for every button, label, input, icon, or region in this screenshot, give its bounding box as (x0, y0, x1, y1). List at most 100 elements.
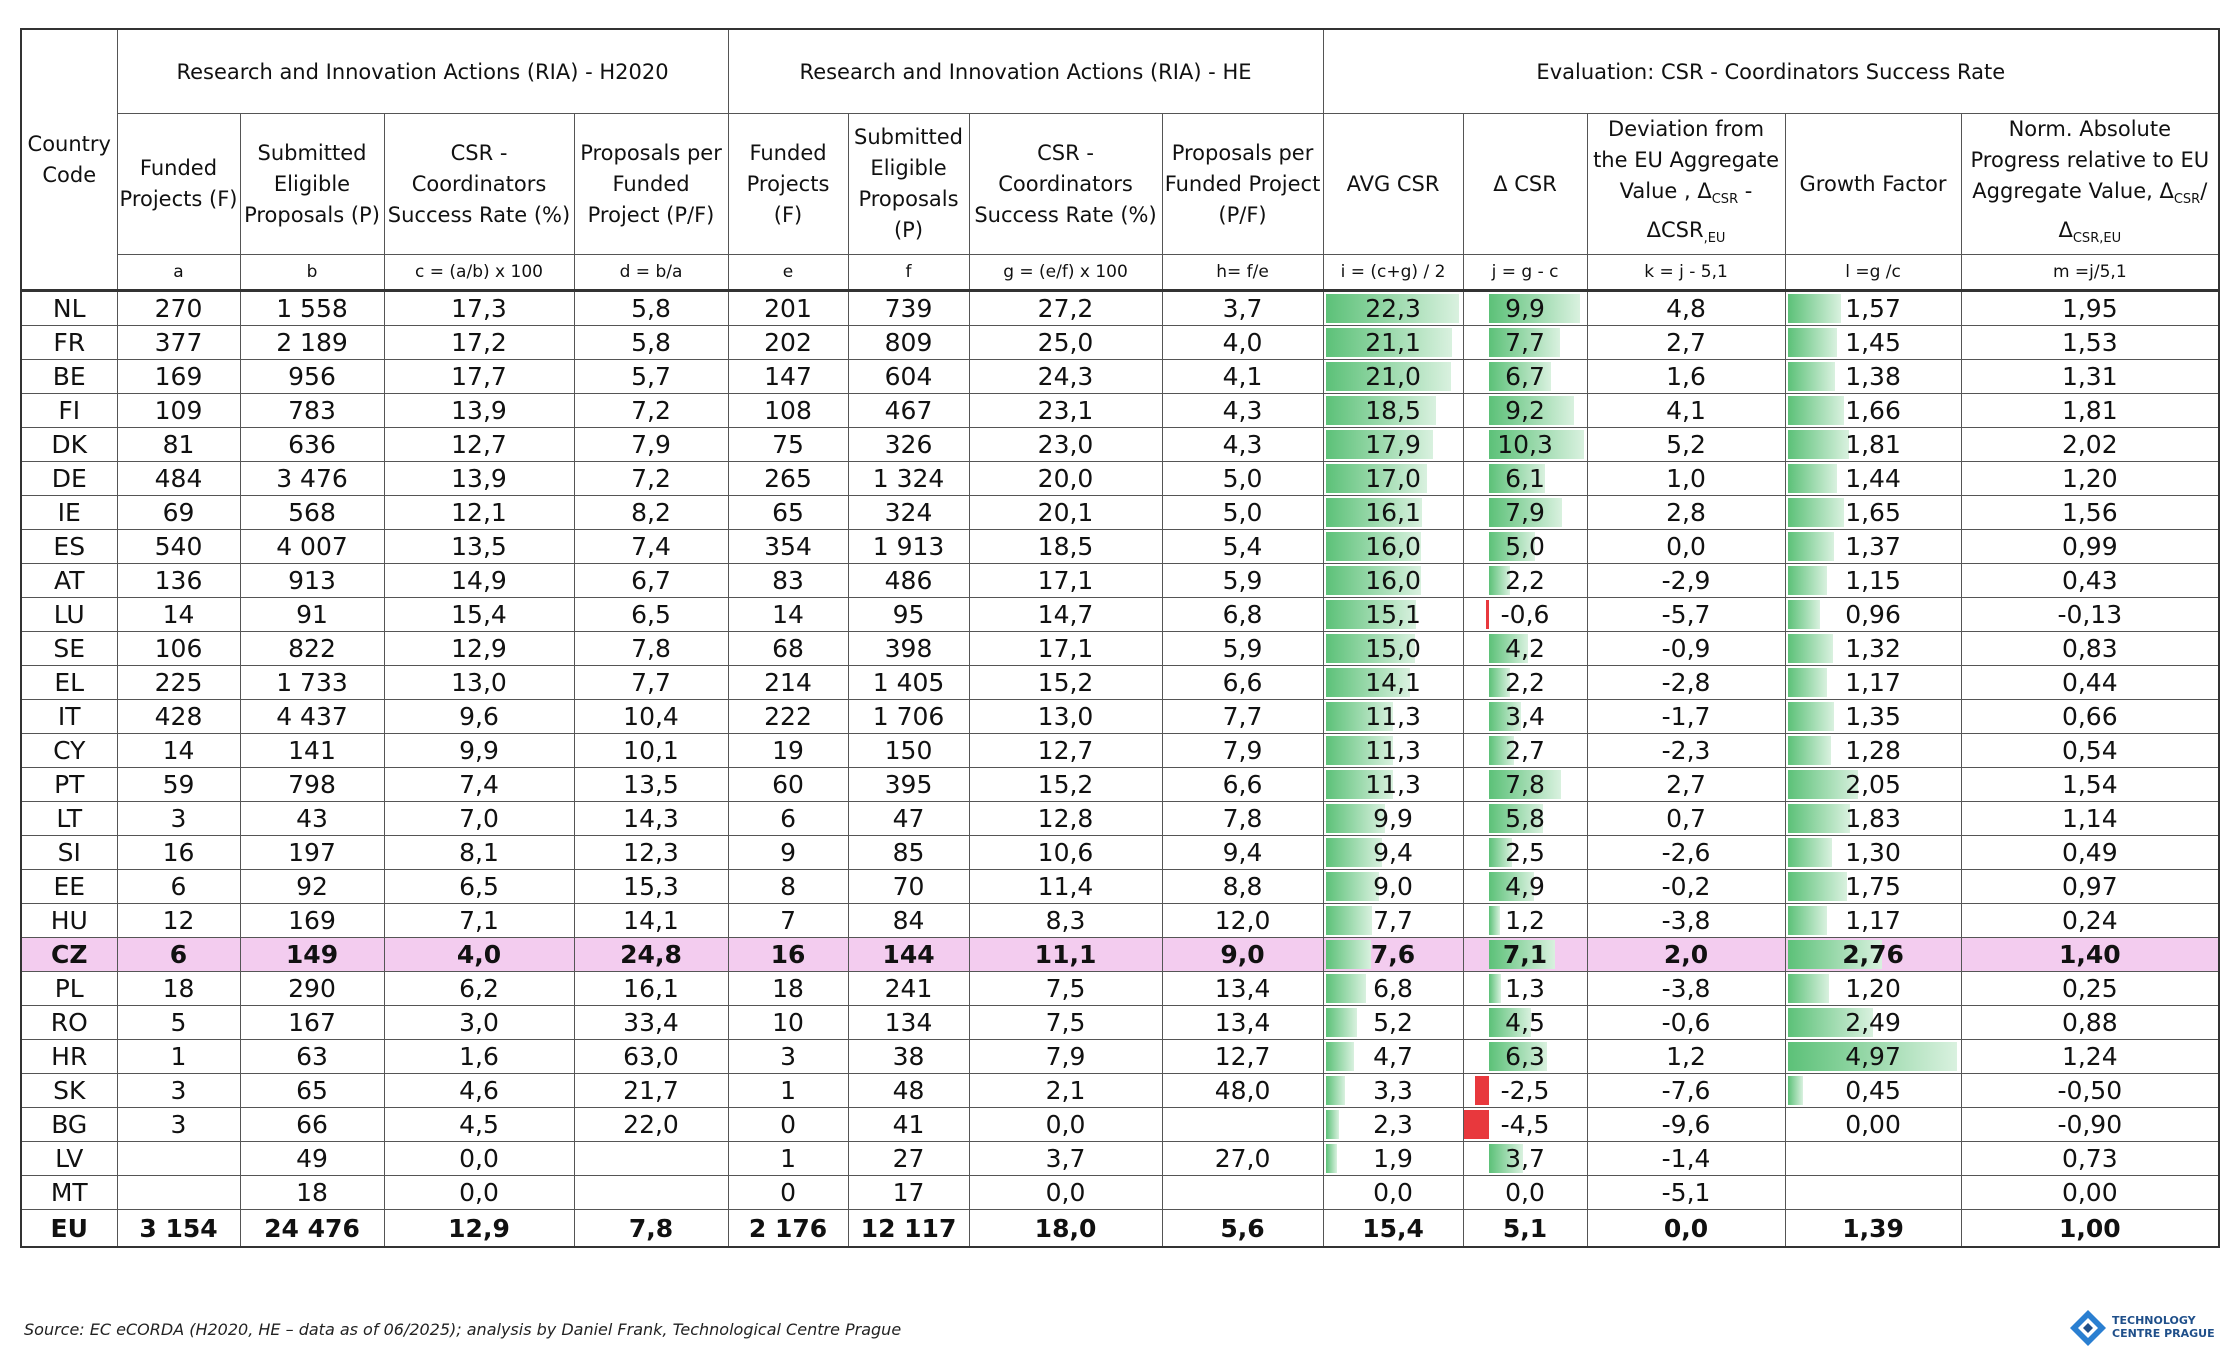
cell-d: 8,2 (573, 495, 729, 531)
cell-l: 2,76 (1784, 937, 1962, 973)
cell-b: 1 558 (239, 289, 385, 327)
delta-csr-bar (1489, 1008, 1531, 1038)
cell-k: 4,8 (1586, 289, 1786, 327)
cell-j: 9,2 (1462, 393, 1588, 429)
cell-j: -0,6 (1462, 597, 1588, 633)
delta-csr-bar (1489, 464, 1546, 494)
formula-cell: e (727, 254, 849, 292)
avg-csr-bar (1325, 872, 1380, 902)
cell-l (1784, 1175, 1962, 1211)
cell-g: 20,1 (968, 495, 1163, 531)
growth-factor-value: 2,05 (1845, 770, 1901, 800)
cell-l: 1,15 (1784, 563, 1962, 599)
cell-k: 2,0 (1586, 937, 1786, 973)
avg-csr-bar (1325, 430, 1433, 460)
cell-c: 4,6 (383, 1073, 575, 1109)
he-funded-projects-header: Funded Projects (F) (727, 112, 849, 256)
cell-d: 21,7 (573, 1073, 729, 1109)
cell-f: 41 (847, 1107, 970, 1143)
cell-f: 809 (847, 325, 970, 361)
avg-csr-value: 9,4 (1373, 838, 1413, 868)
cell-m: 1,95 (1960, 289, 2220, 327)
avg-csr-bar (1325, 464, 1428, 494)
he-csr-rate-header: CSR - Coordinators Success Rate (%) (968, 112, 1163, 256)
cell-c: 15,4 (383, 597, 575, 633)
cell-k: -0,9 (1586, 631, 1786, 667)
cell-m: 0,43 (1960, 563, 2220, 599)
growth-factor-bar (1787, 430, 1850, 460)
cell-k: -1,7 (1586, 699, 1786, 735)
cell-j: 3,7 (1462, 1141, 1588, 1177)
cell-j: 9,9 (1462, 289, 1588, 327)
cell-f: 486 (847, 563, 970, 599)
cell-m: 0,00 (1960, 1175, 2220, 1211)
cell-i: 15,1 (1322, 597, 1464, 633)
growth-factor-bar (1787, 906, 1828, 936)
cell-cc: MT (20, 1175, 118, 1211)
cell-m: 1,56 (1960, 495, 2220, 531)
delta-csr-bar (1489, 974, 1502, 1004)
cell-c: 17,2 (383, 325, 575, 361)
cell-a: 225 (116, 665, 241, 701)
avg-csr-value: 21,0 (1365, 362, 1421, 392)
cell-i: 15,0 (1322, 631, 1464, 667)
cell-c: 17,7 (383, 359, 575, 395)
eu-aggregate-row: EU 3 154 24 476 12,9 7,8 2 176 12 117 18,0 5,6 15… (20, 1209, 2220, 1248)
cell-j: 5,8 (1462, 801, 1588, 837)
cell-j: 7,7 (1462, 325, 1588, 361)
cell-d: 7,4 (573, 529, 729, 565)
delta-csr-bar (1489, 430, 1585, 460)
cell-a: 106 (116, 631, 241, 667)
delta-csr-bar (1489, 396, 1574, 426)
avg-csr-value: 22,3 (1365, 294, 1421, 324)
avg-csr-bar (1325, 1076, 1346, 1106)
cell-g: 25,0 (968, 325, 1163, 361)
cell-l: 1,28 (1784, 733, 1962, 769)
avg-csr-bar (1325, 294, 1459, 324)
growth-factor-bar (1787, 736, 1832, 766)
cell-cc: LV (20, 1141, 118, 1177)
cell-e: 68 (727, 631, 849, 667)
table-row: LU 14 91 15,4 6,5 14 95 14,7 6,8 15,1 -0,6 -5,7 0,96… (20, 597, 2220, 633)
cell-f: 241 (847, 971, 970, 1007)
cell-b: 91 (239, 597, 385, 633)
table-row: HU 12 169 7,1 14,1 7 84 8,3 12,0 7,7 1,2 -3,8 1,17 0,… (20, 903, 2220, 939)
cell-b: 65 (239, 1073, 385, 1109)
avg-csr-value: 1,9 (1373, 1144, 1413, 1174)
growth-factor-value: 0,45 (1845, 1076, 1901, 1106)
cell-b: 141 (239, 733, 385, 769)
cell-g: 14,7 (968, 597, 1163, 633)
avg-csr-value: 7,6 (1370, 940, 1416, 970)
delta-csr-value: 4,2 (1505, 634, 1545, 664)
csr-table: Country Code Research and Innovation Act… (20, 28, 2221, 1249)
avg-csr-value: 9,0 (1373, 872, 1413, 902)
cell-j: 7,9 (1462, 495, 1588, 531)
table-row: PT 59 798 7,4 13,5 60 395 15,2 6,6 11,3 7,8 2,7 2,05… (20, 767, 2220, 803)
cell-m: 0,73 (1960, 1141, 2220, 1177)
cell-a: 484 (116, 461, 241, 497)
avg-csr-bar (1325, 974, 1367, 1004)
cell-h: 3,7 (1161, 289, 1324, 327)
avg-csr-bar (1325, 804, 1385, 834)
cell-d: 22,0 (573, 1107, 729, 1143)
cell-k: -5,7 (1586, 597, 1786, 633)
table-row: RO 5 167 3,0 33,4 10 134 7,5 13,4 5,2 4,5 -0,6 2,49 0… (20, 1005, 2220, 1041)
cell-a: 6 (116, 869, 241, 905)
cell-b: 636 (239, 427, 385, 463)
cell-f: 739 (847, 289, 970, 327)
table-row: PL 18 290 6,2 16,1 18 241 7,5 13,4 6,8 1,3 -3,8 1,20… (20, 971, 2220, 1007)
avg-csr-value: 16,1 (1365, 498, 1421, 528)
delta-csr-bar (1489, 838, 1513, 868)
cell-k: -2,6 (1586, 835, 1786, 871)
cell-b: 66 (239, 1107, 385, 1143)
cell-cc: NL (20, 289, 118, 327)
cell-d: 13,5 (573, 767, 729, 803)
cell-k: -5,1 (1586, 1175, 1786, 1211)
cell-h (1161, 1107, 1324, 1143)
cell-c: 1,6 (383, 1039, 575, 1075)
cell-f: 85 (847, 835, 970, 871)
cell-i: 16,1 (1322, 495, 1464, 531)
table-row: HR 1 63 1,6 63,0 3 38 7,9 12,7 4,7 6,3 1,2 4,97 1,24 (20, 1039, 2220, 1075)
eu-cell-a: 3 154 (116, 1209, 241, 1248)
cell-i: 9,4 (1322, 835, 1464, 871)
